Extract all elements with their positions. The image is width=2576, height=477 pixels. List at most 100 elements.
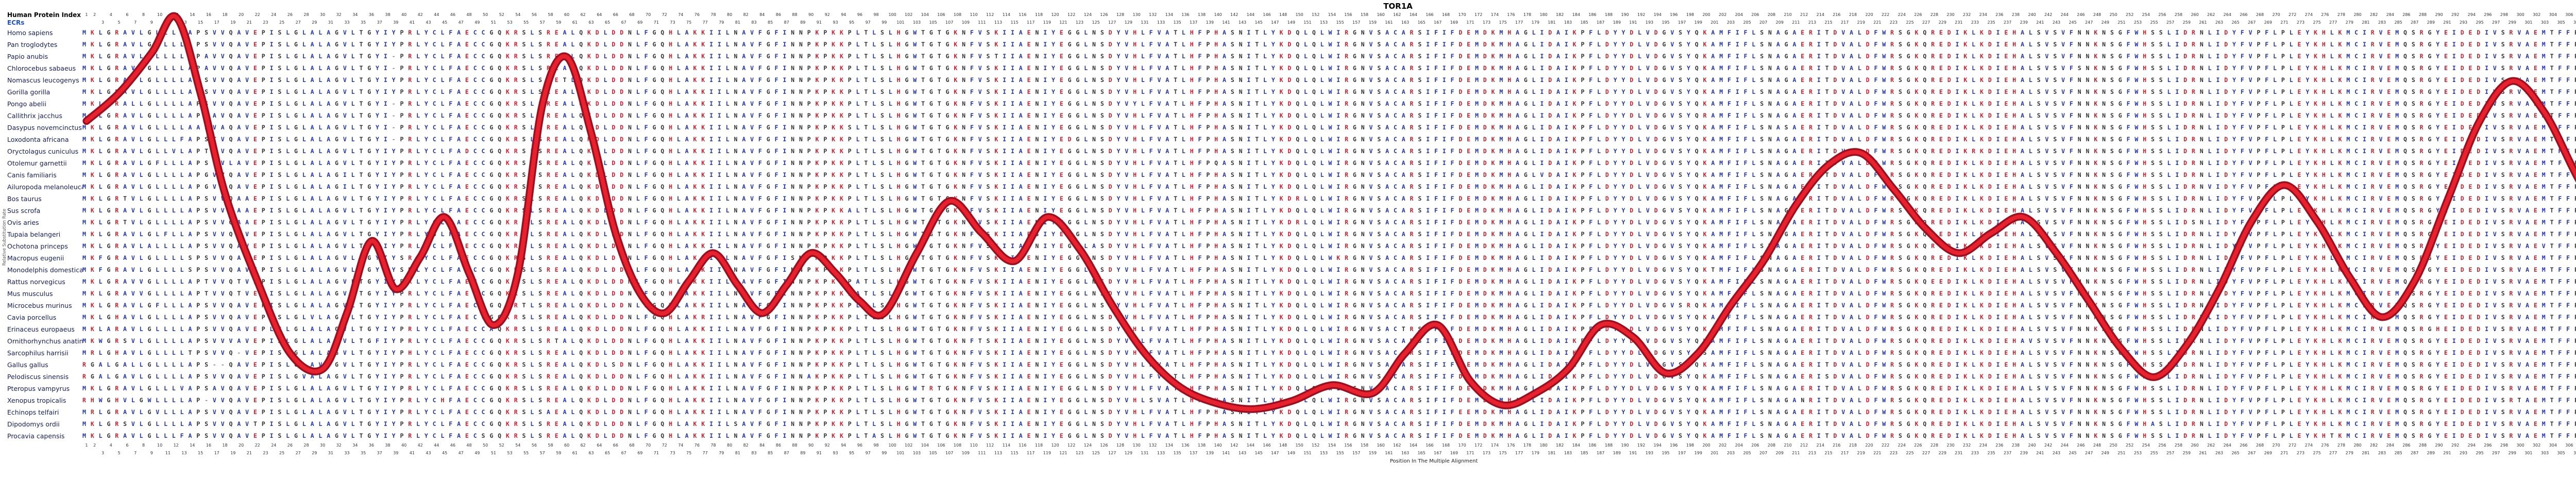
- aa-run: N: [1035, 207, 1044, 214]
- aa-run: T: [1255, 41, 1263, 48]
- ruler-number: 167: [1434, 20, 1442, 25]
- ruler-number: 39: [393, 20, 399, 25]
- aa-run: I: [1817, 266, 1825, 273]
- aa-run: L: [872, 278, 881, 285]
- aa-run: I: [1817, 112, 1825, 119]
- aa-run: RE: [546, 254, 563, 261]
- ruler-number: 160: [1377, 12, 1385, 17]
- aa-run: DR: [2183, 207, 2200, 214]
- aa-run: FF: [2558, 266, 2574, 273]
- aa-run: GN: [1352, 159, 1369, 167]
- aa-run: L: [530, 278, 539, 285]
- aa-run: K: [2338, 29, 2347, 36]
- aa-run: FW: [2126, 29, 2143, 36]
- aa-run: K: [90, 266, 99, 273]
- aa-run: S: [2037, 231, 2045, 238]
- aa-run: Q: [1312, 100, 1320, 107]
- aa-run: S: [278, 76, 286, 84]
- aa-run: NNP: [791, 159, 816, 167]
- aa-run: VA: [2517, 88, 2534, 95]
- aa-run: S: [538, 136, 547, 143]
- aa-run: -: [392, 136, 400, 143]
- aa-run: Q: [1694, 207, 1703, 214]
- aa-run: GN: [1352, 183, 1369, 190]
- aa-run: E: [2297, 159, 2306, 167]
- aa-run: H: [896, 53, 905, 60]
- aa-run: KK: [693, 183, 710, 190]
- ruler-number: 25: [279, 20, 285, 25]
- aa-run: K: [1572, 242, 1581, 250]
- aa-run: T: [1174, 147, 1182, 155]
- aa-run: AVL: [123, 76, 148, 84]
- aa-run: GQ: [652, 76, 669, 84]
- aa-run: AL: [563, 100, 580, 107]
- aa-run: LYCLFA: [416, 207, 465, 214]
- aa-run: V: [2045, 242, 2054, 250]
- aa-run: MCI: [2346, 53, 2371, 60]
- ruler-number: 4: [109, 12, 112, 17]
- ruler-number: 127: [1108, 20, 1116, 25]
- aa-run: S: [2501, 183, 2510, 190]
- aa-run: Y: [2436, 207, 2445, 214]
- aa-run: MCI: [2346, 207, 2371, 214]
- aa-run: IIL: [709, 124, 734, 131]
- aa-run: S: [2053, 76, 2062, 84]
- aa-run: A: [1516, 136, 1524, 143]
- aa-run: T: [864, 183, 873, 190]
- aa-run: S: [1418, 171, 1427, 178]
- aa-run: LI: [1532, 207, 1549, 214]
- aa-run: A: [1792, 207, 1801, 214]
- aa-run: D: [1654, 41, 1663, 48]
- aa-run: M: [1499, 64, 1508, 72]
- aa-run: I: [1996, 76, 2005, 84]
- aa-run: P: [2281, 171, 2290, 178]
- ruler-number: 61: [572, 20, 578, 25]
- ruler-number: 251: [2117, 20, 2126, 25]
- aa-run: H: [1133, 171, 1141, 178]
- aa-run: G: [335, 124, 343, 131]
- aa-run: NN: [2077, 100, 2094, 107]
- aa-run: H: [896, 207, 905, 214]
- aa-run: Y: [1687, 64, 1695, 72]
- aa-run: P: [1206, 183, 1215, 190]
- aa-run: D: [1605, 254, 1614, 261]
- aa-run: NS: [1092, 29, 1109, 36]
- aa-run: G: [335, 41, 343, 48]
- aa-run: E: [2387, 147, 2396, 155]
- aa-run: TGTG: [921, 207, 954, 214]
- aa-run: LFVA: [1141, 171, 1174, 178]
- aa-run: A: [1222, 112, 1231, 119]
- aa-run: S: [2053, 207, 2062, 214]
- aa-run: VAL: [1841, 171, 1866, 178]
- aa-run: VL: [343, 29, 360, 36]
- aa-run: S: [986, 159, 995, 167]
- aa-run: P: [823, 266, 832, 273]
- aa-run: H: [896, 147, 905, 155]
- ruler-number: 140: [1214, 12, 1222, 17]
- aa-run: PS: [196, 242, 213, 250]
- aa-run: P: [2281, 254, 2290, 261]
- aa-run: M: [1499, 254, 1508, 261]
- aa-run: AMFIFL: [1711, 136, 1760, 143]
- aa-run: LWI: [1320, 183, 1345, 190]
- aa-run: R: [2419, 112, 2428, 119]
- aa-run: A: [1776, 242, 1785, 250]
- aa-run: R: [1890, 88, 1899, 95]
- aa-run: V: [1670, 147, 1679, 155]
- aa-run: P: [848, 64, 856, 72]
- aa-run: V: [2379, 183, 2387, 190]
- aa-run: I: [1817, 88, 1825, 95]
- aa-run: IV: [2485, 254, 2501, 261]
- aa-run: AVF: [742, 278, 767, 285]
- aa-run: S: [2053, 231, 2062, 238]
- aa-run: V: [1670, 195, 1679, 202]
- aa-run: G: [1523, 183, 1532, 190]
- alignment-row: Bos taurus MKLGRTVLGLLLLAPSVVQAAEPISLGLAL…: [0, 193, 2576, 205]
- aa-run: K: [994, 231, 1003, 238]
- aa-run: K: [1703, 64, 1711, 72]
- aa-run: DED: [2460, 171, 2485, 178]
- aa-run: SN: [1760, 147, 1776, 155]
- aa-run: L: [1972, 100, 1980, 107]
- aa-run: KD: [1279, 124, 1296, 131]
- aa-run: DD: [612, 100, 629, 107]
